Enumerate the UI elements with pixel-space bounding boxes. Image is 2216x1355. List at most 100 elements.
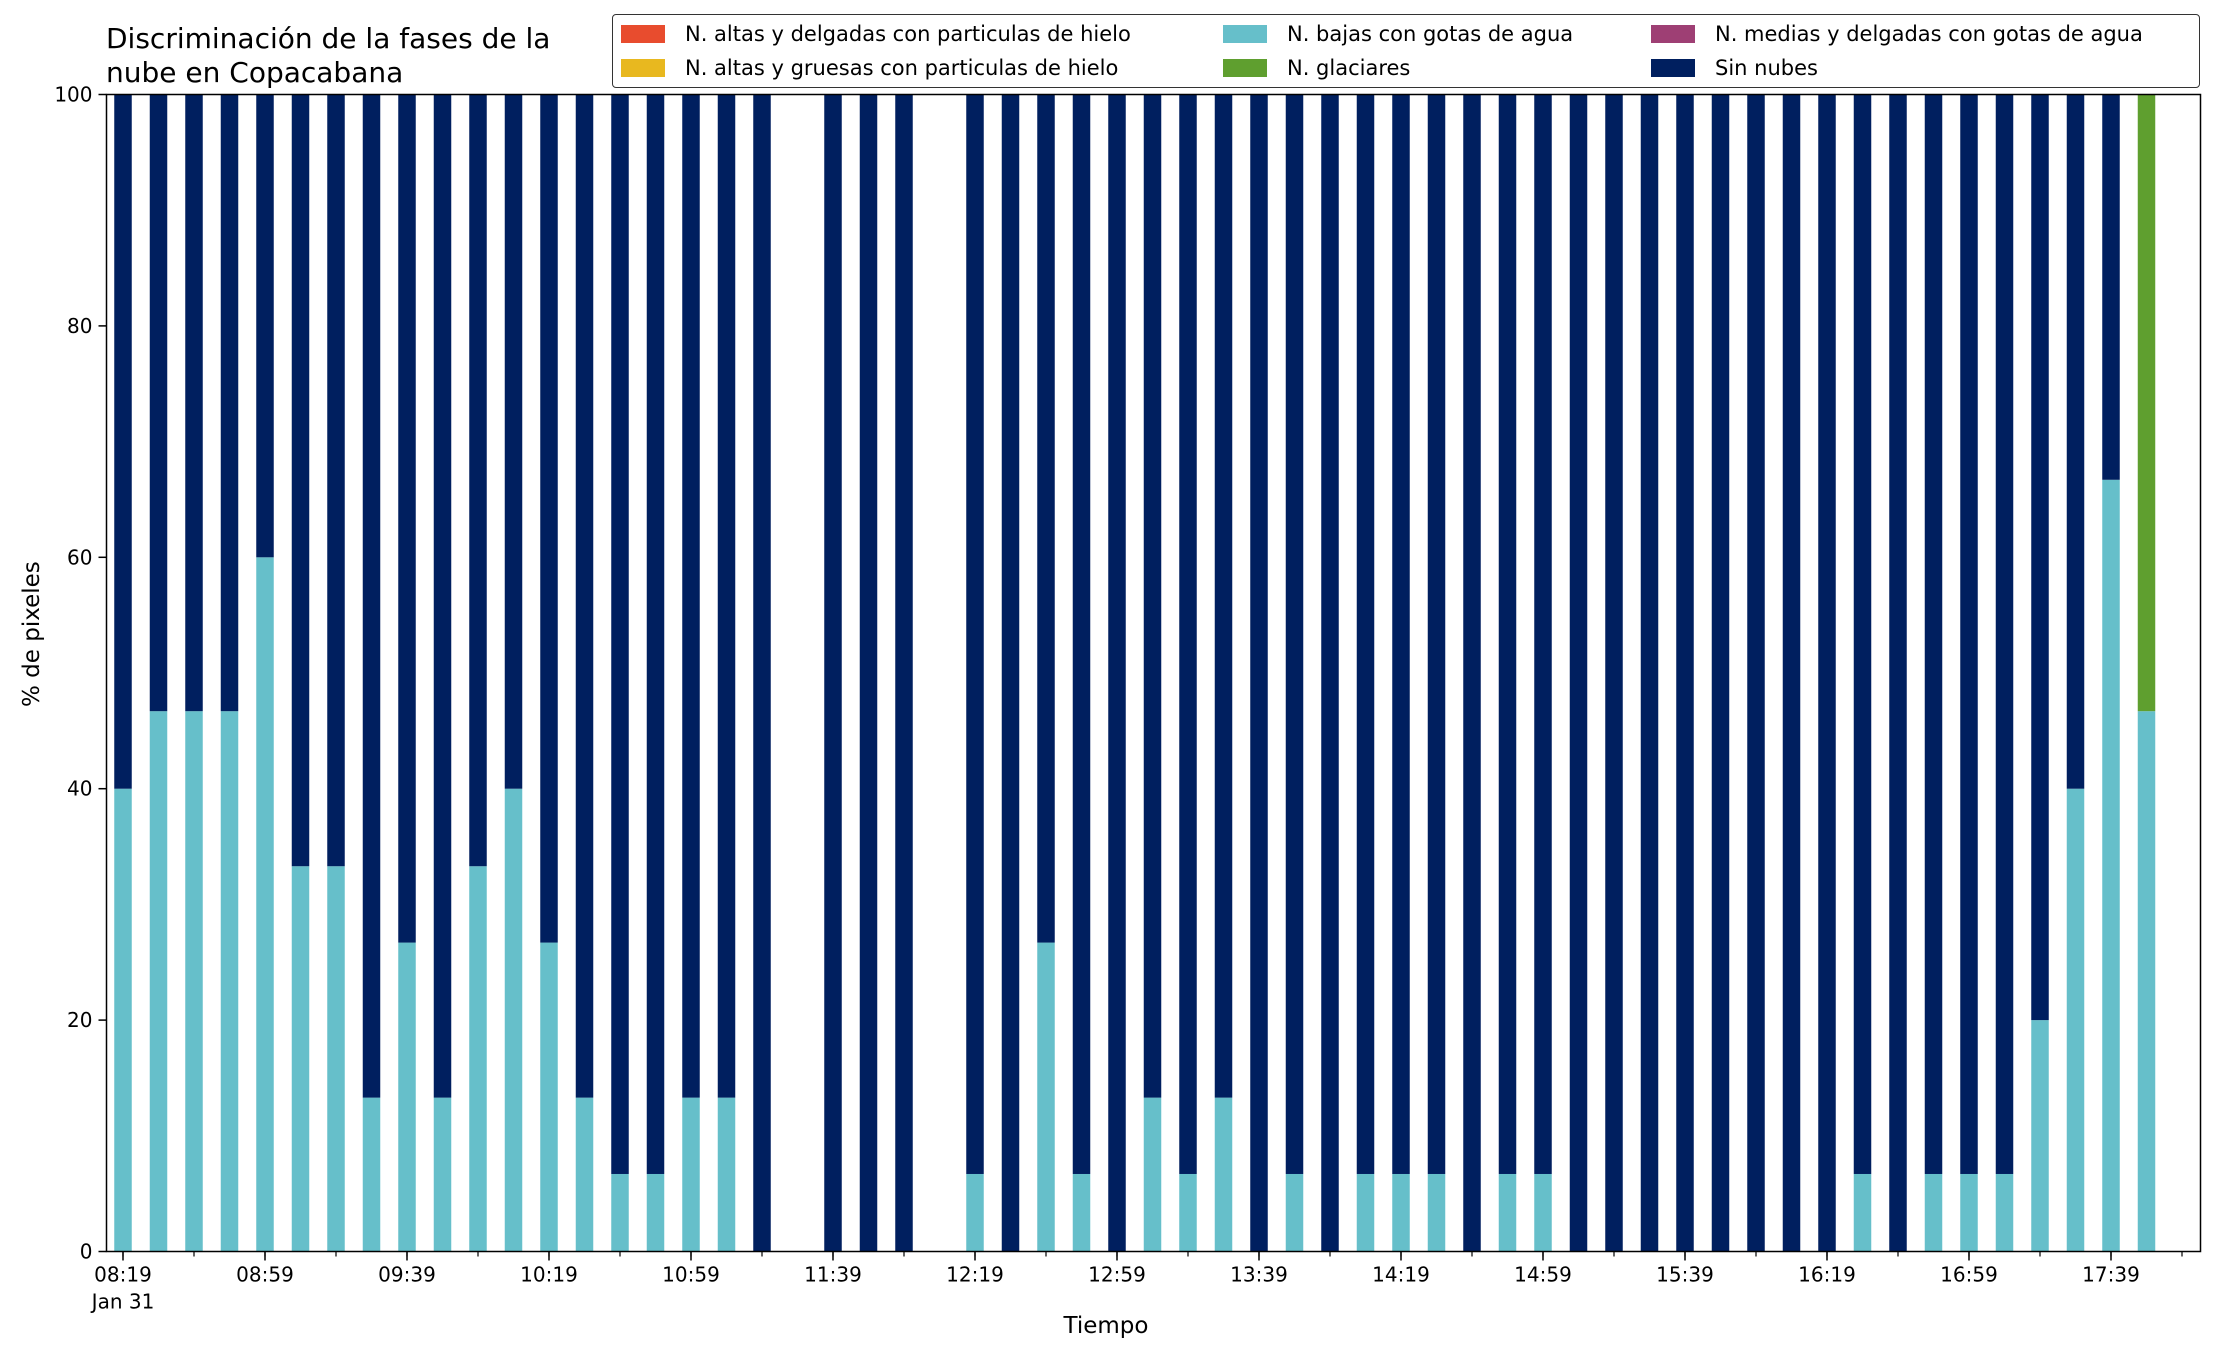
legend-label: Sin nubes: [1715, 56, 1818, 80]
y-axis-label: % de pixeles: [19, 561, 45, 707]
bar-segment: [1995, 1173, 2014, 1252]
bar-segment: [185, 711, 203, 1252]
bar-segment: [2137, 94, 2156, 712]
y-tick-label: 60: [67, 545, 92, 569]
bars-layer: [114, 94, 2156, 1252]
x-axis-label: Tiempo: [1063, 1313, 1149, 1339]
y-tick-label: 100: [54, 83, 92, 107]
bar-segment: [646, 1173, 665, 1252]
bar-segment: [2102, 94, 2120, 480]
bar-segment: [504, 94, 523, 789]
legend-swatch: [621, 25, 665, 43]
bar-segment: [149, 711, 168, 1252]
bar-segment: [1640, 94, 1659, 1252]
legend-swatch: [1651, 59, 1695, 77]
bar-segment: [327, 94, 345, 867]
bar-segment: [1818, 94, 1836, 1252]
bar-segment: [1853, 1173, 1872, 1252]
bar-segment: [540, 94, 558, 943]
bar-segment: [1143, 94, 1162, 1098]
bar-segment: [1143, 1097, 1162, 1252]
bar-segment: [1285, 1173, 1304, 1252]
bar-segment: [1037, 94, 1055, 943]
bar-segment: [611, 94, 629, 1174]
chart-title-line-1: Discriminación de la fases de la: [106, 22, 551, 55]
bar-segment: [575, 94, 594, 1098]
x-tick-label: 12:19: [946, 1263, 1004, 1287]
bar-segment: [1676, 94, 1694, 1252]
bar-segment: [2031, 94, 2049, 1021]
bar-segment: [114, 788, 132, 1252]
bar-segment: [717, 94, 736, 1098]
axes-layer: 0 20 40 60 80 100 08:19 08:59 09:39 10:19 10:59 11:…: [54, 83, 2202, 1314]
bar-segment: [1214, 94, 1233, 1098]
legend-swatch: [1223, 59, 1267, 77]
x-tick-label: 17:39: [2082, 1263, 2140, 1287]
plot-frame: [105, 93, 2202, 1253]
bar-segment: [2031, 1020, 2049, 1252]
bar-segment: [1889, 94, 1907, 1252]
bar-segment: [256, 557, 274, 1252]
bar-segment: [1037, 942, 1055, 1252]
bar-segment: [469, 866, 487, 1252]
chart-title-line-2: nube en Copacabana: [106, 56, 404, 89]
x-tick-label: 09:39: [378, 1263, 436, 1287]
bar-segment: [1427, 94, 1446, 1174]
bar-segment: [1072, 1173, 1091, 1252]
x-tick-label: 11:39: [804, 1263, 862, 1287]
bar-segment: [398, 94, 416, 943]
x-tick-label: 16:19: [1798, 1263, 1856, 1287]
bar-segment: [1250, 94, 1268, 1252]
bar-segment: [220, 711, 239, 1252]
legend-item-altas-delgadas: N. altas y delgadas con particulas de hi…: [621, 19, 1131, 49]
legend-item-sin-nubes: Sin nubes: [1651, 53, 1818, 83]
bar-segment: [1605, 94, 1623, 1252]
bar-segment: [1853, 94, 1872, 1174]
x-tick-sublabel: Jan 31: [90, 1290, 155, 1314]
bar-segment: [1108, 94, 1126, 1252]
x-tick-label: 15:39: [1656, 1263, 1714, 1287]
x-tick-label: 12:59: [1088, 1263, 1146, 1287]
bar-segment: [1782, 94, 1801, 1252]
bar-segment: [1072, 94, 1091, 1174]
bar-segment: [1214, 1097, 1233, 1252]
bar-segment: [114, 94, 132, 789]
y-tick-label: 40: [67, 777, 92, 801]
legend-item-glaciares: N. glaciares: [1223, 53, 1410, 83]
bar-segment: [1001, 94, 1020, 1252]
y-tick-label: 80: [67, 314, 92, 338]
bar-segment: [327, 866, 345, 1252]
bar-segment: [824, 94, 842, 1252]
chart-title: Discriminación de la fases de la nube en…: [106, 22, 550, 90]
bar-segment: [1995, 94, 2014, 1174]
bar-segment: [753, 94, 771, 1252]
legend-swatch: [621, 59, 665, 77]
bar-segment: [1392, 94, 1410, 1174]
bar-segment: [1463, 94, 1481, 1252]
bar-segment: [1356, 94, 1375, 1174]
bar-segment: [540, 942, 558, 1252]
bar-segment: [1711, 94, 1730, 1252]
bar-segment: [362, 1097, 381, 1252]
x-tick-label: 10:59: [662, 1263, 720, 1287]
bar-segment: [966, 94, 984, 1174]
bar-segment: [1534, 1173, 1552, 1252]
bar-segment: [682, 94, 700, 1098]
bar-segment: [1747, 94, 1765, 1252]
legend-swatch: [1651, 25, 1695, 43]
x-tick-label: 14:59: [1514, 1263, 1572, 1287]
legend-swatch: [1223, 25, 1267, 43]
bar-segment: [611, 1173, 629, 1252]
bar-segment: [1960, 94, 1978, 1174]
bar-segment: [2102, 479, 2120, 1252]
bar-segment: [433, 94, 452, 1098]
legend-label: N. bajas con gotas de agua: [1287, 22, 1574, 46]
bar-segment: [469, 94, 487, 867]
bar-segment: [575, 1097, 594, 1252]
bar-segment: [966, 1173, 984, 1252]
x-tick-label: 14:19: [1372, 1263, 1430, 1287]
legend-item-medias-delgadas: N. medias y delgadas con gotas de agua: [1651, 19, 2143, 49]
bar-segment: [433, 1097, 452, 1252]
bar-segment: [1321, 94, 1339, 1252]
